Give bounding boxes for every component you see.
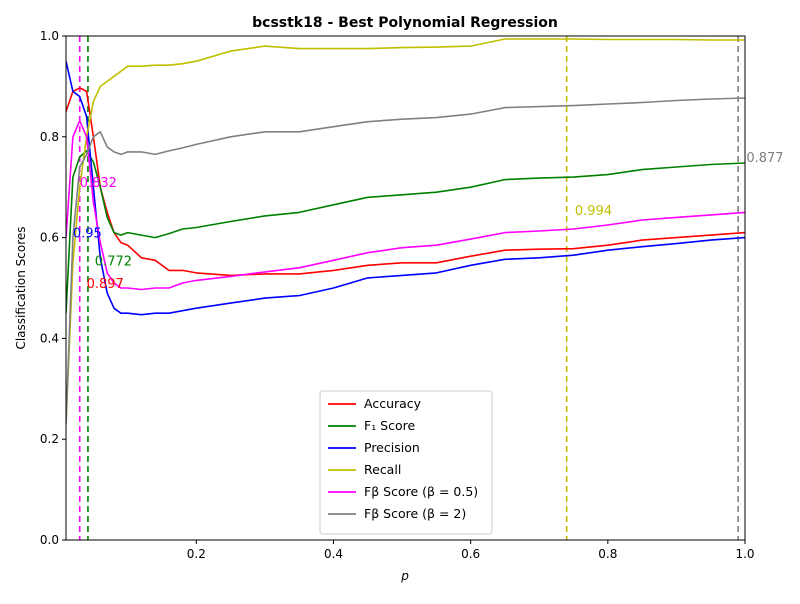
x-tick-label-3: 0.8 [598,547,617,561]
series-line-4 [66,119,745,291]
annotation-3: 0.897 [87,277,124,292]
annotation-2: 0.772 [95,254,132,269]
chart-title: bcsstk18 - Best Polynomial Regression [252,15,558,31]
series-line-2 [66,61,745,316]
legend-label-2: Precision [364,440,420,455]
x-axis-label: p [400,569,409,583]
y-tick-label-1: 0.2 [40,432,59,446]
legend-label-5: Fβ Score (β = 2) [364,506,466,521]
legend-label-0: Accuracy [364,396,422,411]
annotation-0: 0.832 [80,176,117,191]
annotation-5: 0.877 [746,151,783,166]
y-tick-label-4: 0.8 [40,130,59,144]
plot-frame [65,35,746,541]
x-tick-label-4: 1.0 [735,547,754,561]
y-tick-label-3: 0.6 [40,231,59,245]
annotations: 0.832 0.95 0.772 0.897 0.994 0.877 [73,151,784,292]
x-axis: 0.2 0.4 0.6 0.8 1.0 [187,540,755,561]
annotation-4: 0.994 [575,204,612,219]
series-line-1 [66,150,745,314]
y-tick-label-0: 0.0 [40,533,59,547]
series-line-3 [66,38,745,425]
y-tick-label-2: 0.4 [40,331,59,345]
x-tick-label-1: 0.4 [324,547,343,561]
x-tick-label-0: 0.2 [187,547,206,561]
legend: Accuracy F₁ Score Precision Recall Fβ Score … [319,390,493,535]
legend-box [319,390,493,535]
legend-label-4: Fβ Score (β = 0.5) [364,484,478,499]
series-lines [66,38,745,425]
y-axis: 0.0 0.2 0.4 0.6 0.8 1.0 [40,29,66,547]
legend-label-3: Recall [364,462,401,477]
y-axis-label: Classification Scores [14,226,28,349]
legend-label-1: F₁ Score [364,418,415,433]
series-line-5 [66,97,745,425]
y-tick-label-5: 1.0 [40,29,59,43]
annotation-1: 0.95 [73,227,102,242]
x-tick-label-2: 0.6 [461,547,480,561]
